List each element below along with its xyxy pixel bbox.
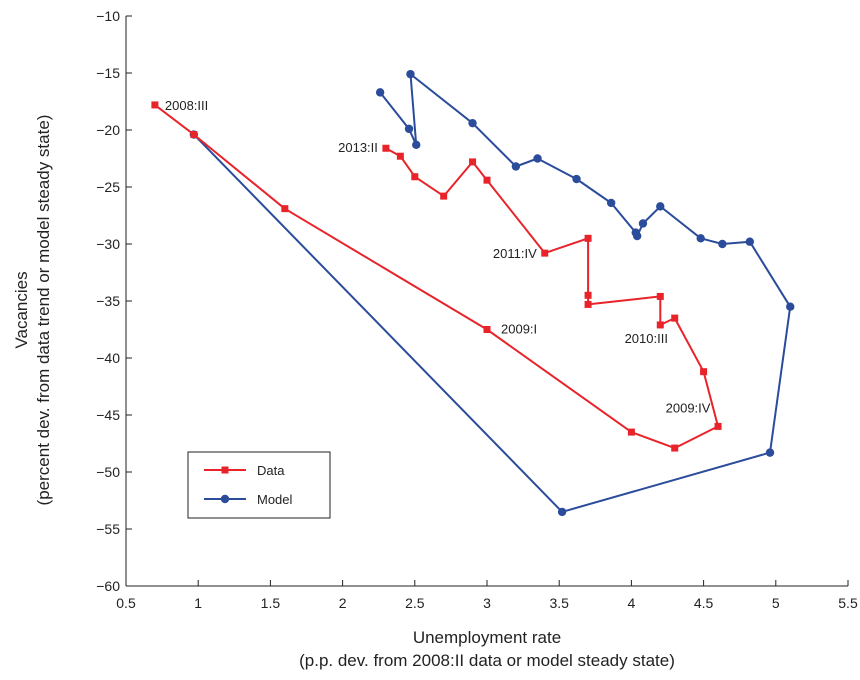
data-point-data bbox=[584, 300, 592, 308]
data-point-model bbox=[745, 237, 755, 246]
annotation-label: 2009:IV bbox=[666, 400, 711, 415]
y-tick-label: −40 bbox=[96, 350, 120, 366]
data-point-model bbox=[765, 448, 775, 457]
data-point-data bbox=[584, 291, 592, 299]
y-tick-label: −45 bbox=[96, 407, 120, 423]
data-point-model bbox=[638, 219, 648, 228]
series-line-model bbox=[193, 73, 792, 513]
y-tick-label: −60 bbox=[96, 578, 120, 594]
data-point-model bbox=[375, 88, 385, 97]
data-point-model bbox=[786, 302, 795, 311]
data-point-model bbox=[406, 69, 415, 79]
data-point-data bbox=[627, 428, 635, 436]
x-tick-label: 2.5 bbox=[405, 595, 425, 611]
y-tick-label: −35 bbox=[96, 293, 120, 309]
x-tick-label: 5 bbox=[772, 595, 780, 611]
y-ticks: −10 −15 −20 −25 −30 −35 −40 −45 −50 −55 −60 bbox=[96, 8, 132, 594]
data-point-data bbox=[469, 158, 477, 166]
data-point-model bbox=[656, 202, 665, 211]
x-tick-label: 3 bbox=[483, 595, 491, 611]
data-point-model bbox=[606, 198, 616, 208]
series-line-data bbox=[154, 104, 719, 450]
annotation-label: 2009:I bbox=[501, 322, 537, 337]
data-point-data bbox=[281, 205, 289, 213]
data-point-data bbox=[671, 444, 679, 452]
y-tick-label: −55 bbox=[96, 521, 120, 537]
data-point-data bbox=[714, 422, 722, 430]
x-tick-label: 3.5 bbox=[549, 595, 569, 611]
annotation-label: 2010:III bbox=[625, 331, 668, 346]
data-point-model bbox=[718, 239, 727, 249]
x-tick-label: 2 bbox=[339, 595, 347, 611]
x-tick-label: 1.5 bbox=[261, 595, 281, 611]
data-point-data bbox=[656, 292, 664, 300]
legend-data-marker bbox=[221, 466, 229, 474]
annotation-label: 2008:III bbox=[165, 98, 208, 113]
annotation-label: 2011:IV bbox=[493, 246, 537, 261]
data-point-model bbox=[468, 118, 477, 128]
data-point-model bbox=[696, 234, 705, 243]
data-point-model bbox=[533, 154, 542, 163]
x-ticks: 0.5 1 1.5 2 2.5 3 3.5 4 4.5 5 5.5 bbox=[116, 580, 858, 611]
legend-model-label: Model bbox=[257, 492, 293, 507]
data-point-data bbox=[396, 152, 404, 160]
data-point-data bbox=[151, 101, 159, 109]
y-tick-label: −30 bbox=[96, 236, 120, 252]
data-point-model bbox=[404, 124, 414, 134]
y-tick-label: −20 bbox=[96, 122, 120, 138]
data-point-data bbox=[190, 131, 198, 139]
y-tick-label: −10 bbox=[96, 8, 120, 24]
legend-box bbox=[187, 451, 331, 519]
legend: Data Model bbox=[187, 451, 331, 519]
data-point-data bbox=[483, 176, 491, 184]
data-point-model bbox=[511, 162, 521, 171]
y-tick-label: −50 bbox=[96, 464, 120, 480]
data-point-data bbox=[382, 144, 390, 152]
legend-model-marker bbox=[220, 494, 230, 504]
data-point-model bbox=[631, 228, 640, 237]
annotation-label: 2013:II bbox=[338, 140, 378, 155]
y-tick-label: −15 bbox=[96, 65, 120, 81]
data-point-data bbox=[411, 173, 419, 181]
legend-data-label: Data bbox=[257, 463, 285, 478]
data-point-data bbox=[656, 321, 664, 329]
x-axis-subtitle: (p.p. dev. from 2008:II data or model st… bbox=[299, 651, 675, 670]
data-point-data bbox=[700, 368, 708, 376]
x-tick-label: 0.5 bbox=[116, 595, 136, 611]
data-point-model bbox=[572, 174, 581, 184]
data-point-data bbox=[584, 234, 592, 242]
x-tick-label: 4.5 bbox=[694, 595, 714, 611]
annotations: 2008:III 2013:II 2011:IV 2010:III 2009:I 2009… bbox=[165, 98, 711, 415]
x-tick-label: 4 bbox=[628, 595, 636, 611]
y-tick-label: −25 bbox=[96, 179, 120, 195]
y-axis-title: Vacancies bbox=[12, 271, 31, 348]
data-point-data bbox=[440, 192, 448, 200]
data-point-model bbox=[412, 140, 421, 150]
data-point-data bbox=[541, 249, 549, 257]
y-axis-subtitle: (percent dev. from data trend or model s… bbox=[34, 115, 53, 506]
data-point-data bbox=[671, 314, 679, 322]
data-point-model bbox=[557, 507, 567, 517]
series-layer bbox=[151, 69, 795, 517]
x-tick-label: 5.5 bbox=[838, 595, 858, 611]
x-tick-label: 1 bbox=[194, 595, 202, 611]
x-axis-title: Unemployment rate bbox=[413, 628, 561, 647]
data-point-data bbox=[483, 326, 491, 333]
